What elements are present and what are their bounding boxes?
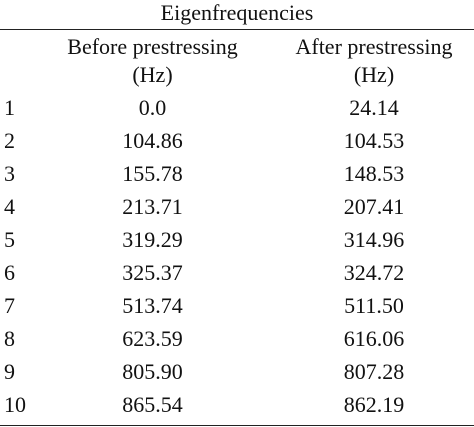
row-index: 10 <box>4 392 26 417</box>
after-value: 148.53 <box>343 161 405 186</box>
table-row: 4 213.71 207.41 <box>0 192 474 225</box>
after-value: 511.50 <box>344 293 404 318</box>
table-row: 3 155.78 148.53 <box>0 159 474 192</box>
before-value: 104.86 <box>122 128 183 153</box>
table-row: 9 805.90 807.28 <box>0 357 474 390</box>
table-row: 1 0.0 24.14 <box>0 93 474 126</box>
after-value: 314.96 <box>343 227 405 252</box>
after-value: 104.53 <box>343 128 405 153</box>
before-value: 865.54 <box>122 392 183 417</box>
row-index: 5 <box>4 227 15 252</box>
before-value: 155.78 <box>122 161 183 186</box>
table-row: 8 623.59 616.06 <box>0 324 474 357</box>
header-after-unit: (Hz) <box>353 62 395 87</box>
table-top-rule <box>0 29 474 30</box>
before-value: 213.71 <box>122 194 183 219</box>
table-row: 10 865.54 862.19 <box>0 390 474 423</box>
table-row: 6 325.37 324.72 <box>0 258 474 291</box>
row-index: 8 <box>4 326 15 351</box>
header-before-label: Before prestressing <box>67 34 238 59</box>
table-row: 7 513.74 511.50 <box>0 291 474 324</box>
table-row: 2 104.86 104.53 <box>0 126 474 159</box>
row-index: 4 <box>4 194 15 219</box>
row-index: 6 <box>4 260 15 285</box>
after-value: 207.41 <box>343 194 405 219</box>
table-bottom-rule <box>0 425 474 426</box>
after-value: 862.19 <box>343 392 405 417</box>
before-value: 319.29 <box>122 227 183 252</box>
table-body: 1 0.0 24.14 2 104.86 104.53 3 155.78 148… <box>0 93 474 423</box>
before-value: 805.90 <box>122 359 183 384</box>
row-index: 9 <box>4 359 15 384</box>
row-index: 3 <box>4 161 15 186</box>
before-value: 513.74 <box>122 293 183 318</box>
table-row: 5 319.29 314.96 <box>0 225 474 258</box>
row-index: 7 <box>4 293 15 318</box>
header-after-label: After prestressing <box>295 34 453 59</box>
header-after-prestressing: After prestressing (Hz) <box>274 33 474 89</box>
header-before-unit: (Hz) <box>132 62 173 87</box>
before-value: 325.37 <box>122 260 183 285</box>
before-value: 0.0 <box>138 95 167 120</box>
row-index: 2 <box>4 128 15 153</box>
before-value: 623.59 <box>122 326 183 351</box>
row-index: 1 <box>4 95 15 120</box>
after-value: 324.72 <box>343 260 405 285</box>
after-value: 616.06 <box>343 326 405 351</box>
table-caption: Eigenfrequencies <box>160 0 314 25</box>
header-before-prestressing: Before prestressing (Hz) <box>45 33 260 89</box>
after-value: 24.14 <box>349 95 399 120</box>
after-value: 807.28 <box>343 359 405 384</box>
